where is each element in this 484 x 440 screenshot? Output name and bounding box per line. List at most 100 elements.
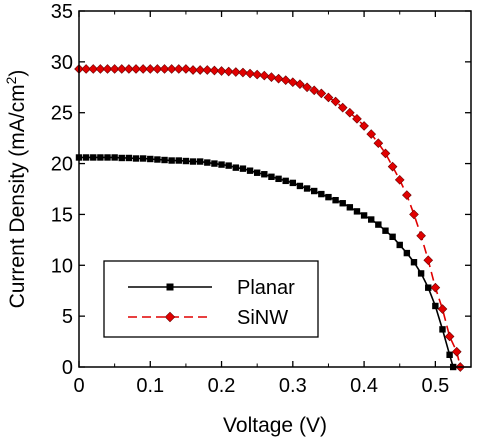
data-point-sinw: [109, 64, 120, 74]
data-point-sinw: [266, 72, 277, 82]
data-point-planar: [132, 155, 140, 162]
data-point-sinw: [181, 64, 191, 74]
data-point-planar: [90, 154, 97, 161]
data-point-planar: [346, 204, 354, 211]
data-point-sinw: [273, 73, 284, 84]
data-point-planar: [432, 302, 439, 310]
x-tick-label: 0: [73, 375, 84, 397]
data-point-sinw: [366, 129, 377, 139]
y-tick-label: 35: [51, 1, 73, 23]
data-point-planar: [118, 154, 125, 162]
data-point-planar: [189, 158, 197, 165]
data-point-planar: [225, 162, 232, 169]
data-point-sinw: [159, 64, 170, 74]
data-point-planar: [104, 154, 111, 161]
data-point-planar: [147, 155, 154, 163]
data-point-sinw: [373, 138, 384, 149]
data-point-sinw: [359, 121, 369, 131]
data-point-sinw: [252, 69, 263, 80]
data-point-planar: [417, 270, 425, 277]
y-axis-label-main: Current Density (mA/cm: [6, 84, 29, 308]
data-point-planar: [275, 175, 282, 183]
data-point-sinw: [116, 64, 127, 74]
data-point-sinw: [295, 79, 305, 90]
data-point-planar: [382, 227, 389, 234]
y-tick-label: 25: [51, 103, 73, 125]
data-point-planar: [246, 167, 254, 174]
data-point-sinw: [209, 65, 220, 76]
data-point-planar: [296, 182, 304, 190]
legend-box: [103, 260, 319, 338]
data-point-sinw: [245, 68, 255, 79]
x-tick-label: 0.1: [136, 375, 164, 397]
data-point-sinw: [323, 92, 334, 103]
data-point-planar: [139, 155, 147, 162]
legend-marker-sinw: [164, 311, 176, 323]
plot-layer: [74, 64, 466, 372]
y-tick-label: 30: [51, 52, 73, 74]
legend-label-sinw: SiNW: [237, 307, 288, 329]
y-tick-label: 20: [51, 154, 73, 176]
data-point-sinw: [145, 64, 156, 74]
data-point-sinw: [316, 88, 327, 99]
y-tick-label: 5: [62, 306, 73, 328]
data-point-sinw: [102, 64, 113, 74]
data-point-planar: [282, 177, 289, 185]
x-tick-label: 0.5: [421, 375, 449, 397]
y-axis-label: Current Density (mA/cm2): [3, 70, 29, 309]
data-point-sinw: [451, 346, 462, 357]
data-point-planar: [446, 351, 453, 358]
data-point-planar: [311, 187, 318, 195]
data-point-planar: [175, 157, 182, 164]
data-point-planar: [168, 157, 175, 164]
legend-label-planar: Planar: [237, 277, 295, 299]
x-axis-label: Voltage (V): [223, 414, 327, 437]
data-point-planar: [368, 216, 375, 223]
data-point-planar: [97, 154, 104, 161]
data-point-sinw: [124, 64, 134, 74]
data-point-sinw: [95, 64, 106, 74]
data-point-planar: [204, 159, 211, 166]
data-point-sinw: [345, 107, 355, 118]
data-point-sinw: [380, 148, 391, 159]
data-point-sinw: [131, 64, 141, 74]
data-point-sinw: [138, 64, 148, 74]
data-point-sinw: [337, 102, 348, 113]
data-point-planar: [403, 249, 411, 257]
data-point-planar: [218, 161, 225, 168]
data-point-sinw: [330, 96, 341, 107]
data-point-planar: [425, 284, 432, 291]
data-point-planar: [339, 200, 346, 207]
data-point-sinw: [223, 66, 234, 77]
data-point-sinw: [166, 64, 177, 74]
data-point-planar: [182, 157, 190, 165]
data-point-planar: [196, 158, 204, 165]
data-point-sinw: [259, 70, 270, 81]
y-tick-label: 0: [62, 357, 73, 379]
data-point-sinw: [195, 65, 205, 75]
data-point-sinw: [230, 67, 241, 77]
legend-marker-planar: [166, 283, 174, 291]
data-point-sinw: [387, 161, 398, 172]
data-point-sinw: [88, 64, 99, 74]
data-point-sinw: [352, 113, 362, 124]
data-point-planar: [389, 233, 396, 241]
data-point-planar: [410, 259, 418, 266]
data-point-planar: [360, 212, 368, 219]
data-point-planar: [353, 208, 361, 215]
data-point-planar: [325, 193, 332, 201]
data-point-planar: [125, 154, 133, 162]
data-point-sinw: [302, 82, 312, 93]
y-tick-label: 15: [51, 204, 73, 226]
data-point-sinw: [309, 85, 320, 96]
data-point-planar: [375, 221, 382, 228]
data-point-sinw: [287, 77, 298, 88]
y-axis-label-close: ): [6, 70, 29, 77]
data-point-planar: [303, 185, 311, 192]
data-point-sinw: [416, 230, 426, 241]
data-point-planar: [439, 326, 446, 333]
data-point-sinw: [216, 66, 227, 76]
data-point-sinw: [238, 67, 248, 78]
